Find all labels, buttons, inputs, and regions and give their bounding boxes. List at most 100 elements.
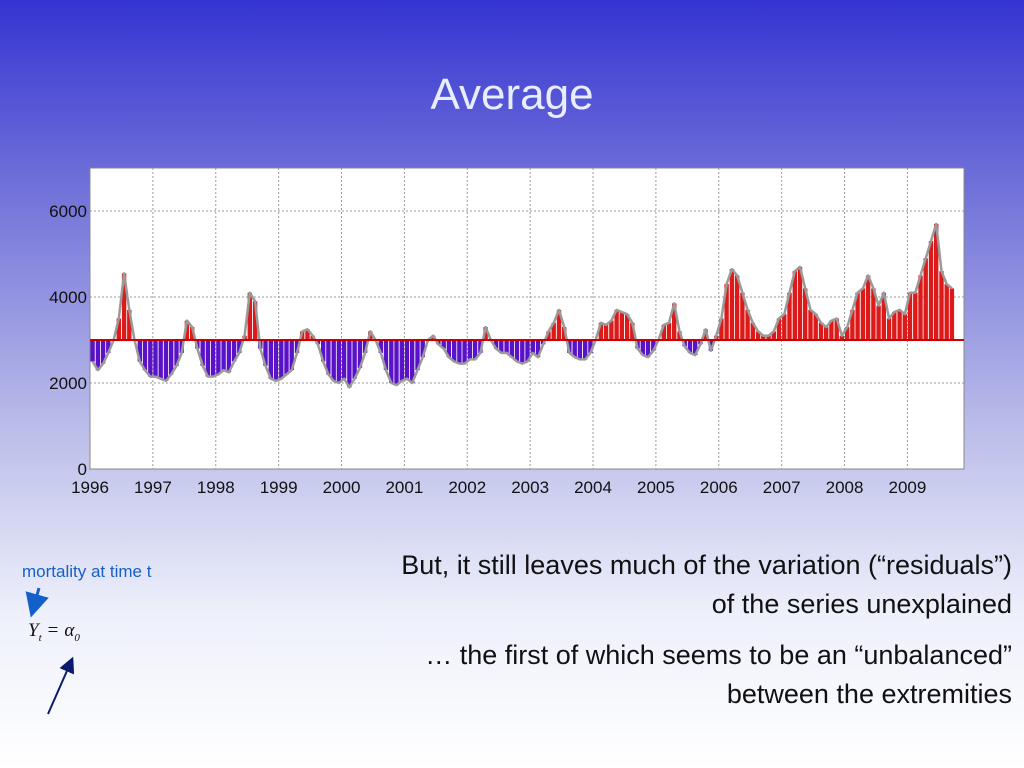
bar	[902, 314, 907, 340]
bar	[881, 292, 886, 340]
bar	[928, 241, 934, 340]
bar	[404, 340, 410, 379]
arrows	[25, 587, 75, 715]
series-line	[91, 222, 953, 389]
x-tick-label: 2008	[826, 478, 864, 497]
bar	[362, 340, 368, 353]
x-tick-label: 2002	[448, 478, 486, 497]
bar	[562, 327, 567, 340]
bar	[708, 340, 714, 351]
x-tick-label: 1998	[197, 478, 235, 497]
bar	[850, 309, 855, 340]
bar	[766, 335, 771, 340]
x-tick-label: 2007	[763, 478, 801, 497]
bar	[499, 340, 504, 353]
bar	[216, 340, 221, 375]
bar	[535, 340, 541, 358]
bar	[892, 312, 897, 340]
bar	[200, 340, 205, 366]
bar	[693, 340, 698, 356]
bar	[514, 340, 520, 362]
bar	[740, 292, 745, 340]
bar	[509, 340, 514, 358]
bar	[677, 331, 682, 340]
bar	[169, 340, 174, 375]
bar	[127, 309, 132, 340]
bar	[845, 327, 850, 340]
grid	[90, 168, 964, 469]
bar	[106, 340, 111, 353]
bar	[855, 292, 860, 340]
bar	[782, 314, 787, 340]
bar	[897, 309, 902, 340]
bar	[871, 288, 876, 340]
bar	[457, 340, 462, 364]
y-tick-label: 4000	[49, 288, 87, 307]
bar	[724, 284, 729, 340]
bar	[190, 327, 195, 340]
x-tick-label: 2005	[637, 478, 675, 497]
x-tick-label: 2001	[385, 478, 423, 497]
bar	[792, 271, 797, 340]
bar	[771, 331, 776, 340]
bar	[640, 340, 645, 356]
formula-rhs-sub: 0	[74, 631, 80, 644]
x-tick-label: 2003	[511, 478, 549, 497]
bar	[452, 340, 457, 362]
bar	[761, 335, 766, 340]
formula-equals: =	[47, 620, 59, 641]
bar	[331, 340, 336, 381]
bar	[504, 340, 509, 353]
bar	[729, 269, 735, 340]
bar	[651, 340, 656, 351]
bar	[493, 340, 499, 349]
bar	[90, 340, 95, 362]
bar	[719, 318, 724, 340]
bar	[839, 335, 845, 340]
bar	[577, 340, 583, 360]
bar	[336, 340, 342, 383]
bar	[341, 340, 347, 379]
bar	[913, 292, 918, 340]
paragraph-1: But, it still leaves much of the variati…	[401, 550, 1012, 619]
bar	[551, 322, 556, 340]
bar	[666, 322, 672, 340]
bar	[824, 327, 829, 340]
bar	[378, 340, 383, 353]
bar	[247, 292, 252, 340]
bar	[630, 322, 635, 340]
bar	[289, 340, 294, 371]
bar	[865, 275, 871, 340]
bar	[525, 340, 530, 362]
bar	[410, 340, 415, 383]
bar	[619, 312, 624, 340]
bar	[305, 329, 310, 341]
bar	[321, 340, 326, 362]
bar	[148, 340, 153, 377]
bar	[284, 340, 289, 375]
bar	[588, 340, 593, 353]
bar	[420, 340, 425, 358]
bar	[174, 340, 179, 366]
bar	[231, 340, 237, 362]
bar	[467, 340, 473, 360]
bar	[614, 309, 619, 340]
bar	[567, 340, 572, 353]
bar	[818, 322, 824, 340]
bar	[415, 340, 420, 371]
bar	[252, 301, 258, 340]
mortality-chart: 1996 1997 1998 1999 2000 2001 2002 2003 2004 2005…	[49, 167, 965, 497]
bar	[949, 288, 955, 340]
bar	[226, 340, 232, 373]
bar	[95, 340, 101, 371]
bar	[210, 340, 216, 377]
bar	[472, 340, 478, 360]
x-tick-label: 2000	[323, 478, 361, 497]
bar	[221, 340, 226, 371]
bar	[142, 340, 148, 371]
bar	[158, 340, 163, 379]
bar	[279, 340, 284, 379]
bar	[603, 324, 609, 340]
bar	[546, 331, 551, 340]
bar	[797, 266, 803, 340]
